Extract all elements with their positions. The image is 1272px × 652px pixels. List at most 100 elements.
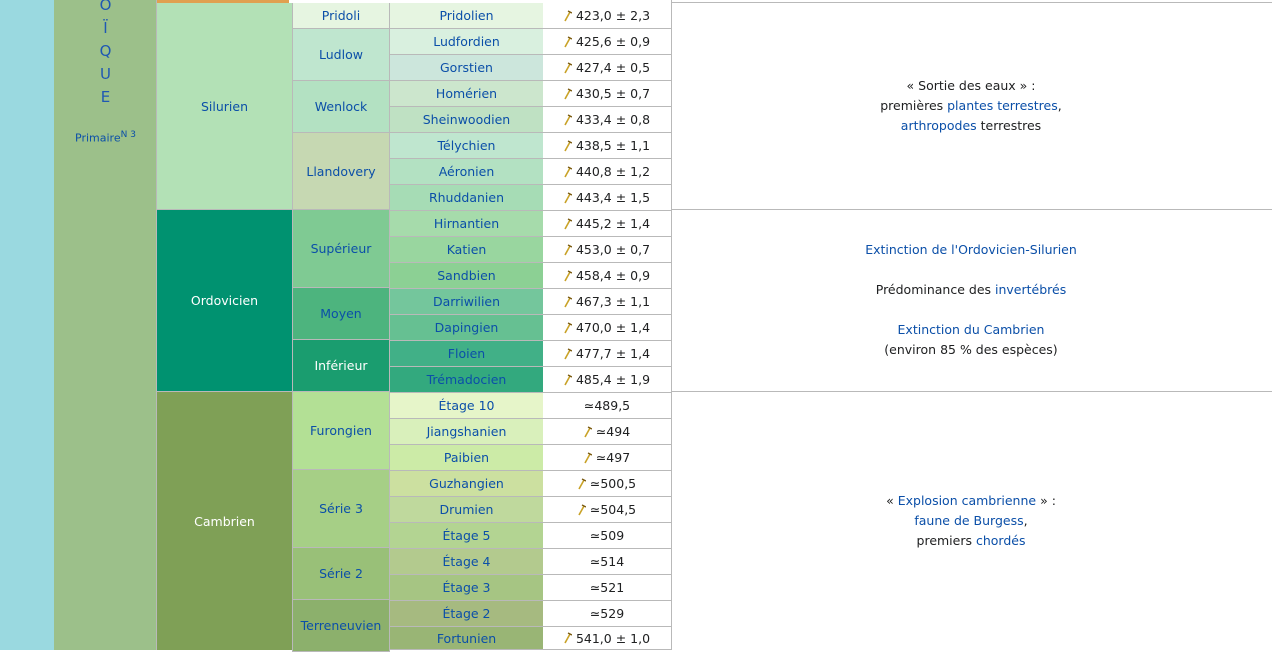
stage-link[interactable]: Sheinwoodien bbox=[422, 112, 511, 127]
era-label[interactable]: PrimaireN 3 bbox=[54, 130, 157, 145]
stage-cell[interactable]: Gorstien bbox=[390, 55, 544, 81]
gssp-golden-spike-icon[interactable] bbox=[564, 632, 572, 644]
stage-cell[interactable]: Trémadocien bbox=[390, 367, 544, 393]
stage-link[interactable]: Darriwilien bbox=[432, 294, 501, 309]
stage-link[interactable]: Étage 4 bbox=[442, 554, 491, 569]
period-cambrien-link[interactable]: Cambrien bbox=[194, 513, 255, 529]
period-silurien-link[interactable]: Silurien bbox=[200, 98, 249, 114]
series-superieur[interactable]: Supérieur bbox=[292, 210, 390, 288]
stage-link[interactable]: Sandbien bbox=[437, 268, 496, 283]
period-ordovicien-link[interactable]: Ordovicien bbox=[190, 293, 259, 308]
gssp-golden-spike-icon[interactable] bbox=[564, 113, 572, 126]
stage-cell[interactable]: Étage 2 bbox=[390, 601, 544, 627]
stage-link[interactable]: Ludfordien bbox=[433, 34, 500, 49]
stage-cell[interactable]: Rhuddanien bbox=[390, 185, 544, 211]
period-silurien[interactable]: Silurien bbox=[157, 3, 292, 210]
stage-cell[interactable]: Jiangshanien bbox=[390, 419, 544, 445]
link-arthropodes[interactable]: arthropodes bbox=[900, 118, 977, 133]
gssp-golden-spike-icon[interactable] bbox=[564, 217, 572, 230]
stage-link[interactable]: Rhuddanien bbox=[428, 190, 505, 205]
gssp-golden-spike-icon[interactable] bbox=[564, 295, 572, 308]
gssp-golden-spike-icon[interactable] bbox=[564, 9, 572, 22]
stage-cell[interactable]: Télychien bbox=[390, 133, 544, 159]
stage-cell[interactable]: Dapingien bbox=[390, 315, 544, 341]
era-link[interactable]: Primaire bbox=[75, 131, 121, 145]
stage-link[interactable]: Guzhangien bbox=[429, 476, 504, 491]
stage-cell[interactable]: Aéronien bbox=[390, 159, 544, 185]
series-furongien[interactable]: Furongien bbox=[292, 392, 390, 470]
stage-link[interactable]: Étage 3 bbox=[442, 580, 491, 595]
link-explosion-cambrienne[interactable]: Explosion cambrienne bbox=[897, 493, 1037, 508]
stage-link[interactable]: Homérien bbox=[435, 86, 498, 101]
stage-link[interactable]: Étage 5 bbox=[442, 528, 491, 543]
footnote-ref[interactable]: N 3 bbox=[120, 130, 136, 140]
series-serie2[interactable]: Série 2 bbox=[292, 548, 390, 600]
stage-link[interactable]: Hirnantien bbox=[433, 216, 500, 231]
stage-link[interactable]: Gorstien bbox=[440, 60, 493, 75]
link-chordes[interactable]: chordés bbox=[975, 533, 1026, 548]
gssp-golden-spike-icon[interactable] bbox=[564, 191, 572, 204]
series-inferieur[interactable]: Inférieur bbox=[292, 340, 390, 392]
gssp-golden-spike-icon[interactable] bbox=[564, 243, 572, 256]
stage-cell[interactable]: Homérien bbox=[390, 81, 544, 107]
stage-link[interactable]: Pridolien bbox=[439, 8, 494, 23]
link-plantes-terrestres[interactable]: plantes terrestres bbox=[947, 98, 1058, 113]
series-serie3[interactable]: Série 3 bbox=[292, 470, 390, 548]
gssp-golden-spike-icon[interactable] bbox=[564, 347, 572, 360]
gssp-golden-spike-icon[interactable] bbox=[564, 87, 572, 100]
gssp-golden-spike-icon[interactable] bbox=[564, 321, 572, 334]
gssp-golden-spike-icon[interactable] bbox=[584, 425, 592, 438]
stage-link[interactable]: Fortunien bbox=[436, 630, 497, 646]
series-llandovery[interactable]: Llandovery bbox=[292, 133, 390, 210]
event-text: premières bbox=[880, 98, 948, 113]
stage-cell[interactable]: Drumien bbox=[390, 497, 544, 523]
period-cambrien[interactable]: Cambrien bbox=[157, 392, 292, 650]
stage-cell[interactable]: Étage 5 bbox=[390, 523, 544, 549]
stage-link[interactable]: Aéronien bbox=[438, 164, 495, 179]
age-cell: 453,0 ± 0,7 bbox=[543, 237, 672, 263]
period-ordovicien[interactable]: Ordovicien bbox=[157, 210, 292, 392]
stage-link[interactable]: Drumien bbox=[439, 502, 494, 517]
series-pridoli[interactable]: Pridoli bbox=[292, 3, 390, 29]
stage-cell[interactable]: Darriwilien bbox=[390, 289, 544, 315]
stage-link[interactable]: Dapingien bbox=[434, 320, 499, 335]
stage-link[interactable]: Étage 10 bbox=[438, 398, 495, 413]
gssp-golden-spike-icon[interactable] bbox=[564, 35, 572, 48]
stage-link[interactable]: Paibien bbox=[443, 450, 490, 465]
gssp-golden-spike-icon[interactable] bbox=[584, 451, 592, 464]
stage-cell[interactable]: Hirnantien bbox=[390, 211, 544, 237]
stage-cell[interactable]: Fortunien bbox=[390, 627, 544, 650]
series-ludlow[interactable]: Ludlow bbox=[292, 29, 390, 81]
series-wenlock[interactable]: Wenlock bbox=[292, 81, 390, 133]
link-faune-de-burgess[interactable]: faune de Burgess bbox=[914, 513, 1024, 528]
link-extinction-cambrien[interactable]: Extinction du Cambrien bbox=[897, 322, 1045, 337]
stage-link[interactable]: Jiangshanien bbox=[426, 424, 507, 439]
gssp-golden-spike-icon[interactable] bbox=[564, 373, 572, 386]
stage-cell[interactable]: Étage 10 bbox=[390, 393, 544, 419]
stage-cell[interactable]: Paibien bbox=[390, 445, 544, 471]
stage-cell[interactable]: Pridolien bbox=[390, 3, 544, 29]
link-extinction-ordovicien-silurien[interactable]: Extinction de l'Ordovicien-Silurien bbox=[865, 242, 1077, 257]
stage-link[interactable]: Étage 2 bbox=[442, 606, 491, 621]
stage-cell[interactable]: Sandbien bbox=[390, 263, 544, 289]
gssp-golden-spike-icon[interactable] bbox=[564, 269, 572, 282]
stage-cell[interactable]: Étage 4 bbox=[390, 549, 544, 575]
gssp-golden-spike-icon[interactable] bbox=[564, 165, 572, 178]
stage-link[interactable]: Trémadocien bbox=[426, 372, 507, 387]
stage-cell[interactable]: Étage 3 bbox=[390, 575, 544, 601]
stage-link[interactable]: Floien bbox=[447, 346, 486, 361]
gssp-golden-spike-icon[interactable] bbox=[564, 139, 572, 152]
gssp-golden-spike-icon[interactable] bbox=[578, 503, 586, 516]
gssp-golden-spike-icon[interactable] bbox=[578, 477, 586, 490]
stage-cell[interactable]: Floien bbox=[390, 341, 544, 367]
stage-cell[interactable]: Guzhangien bbox=[390, 471, 544, 497]
stage-link[interactable]: Katien bbox=[446, 242, 487, 257]
gssp-golden-spike-icon[interactable] bbox=[564, 61, 572, 74]
series-moyen[interactable]: Moyen bbox=[292, 288, 390, 340]
stage-cell[interactable]: Sheinwoodien bbox=[390, 107, 544, 133]
stage-cell[interactable]: Ludfordien bbox=[390, 29, 544, 55]
link-invertebres[interactable]: invertébrés bbox=[995, 282, 1067, 297]
stage-cell[interactable]: Katien bbox=[390, 237, 544, 263]
stage-link[interactable]: Télychien bbox=[437, 138, 496, 153]
series-terreneuvien[interactable]: Terreneuvien bbox=[292, 600, 390, 652]
